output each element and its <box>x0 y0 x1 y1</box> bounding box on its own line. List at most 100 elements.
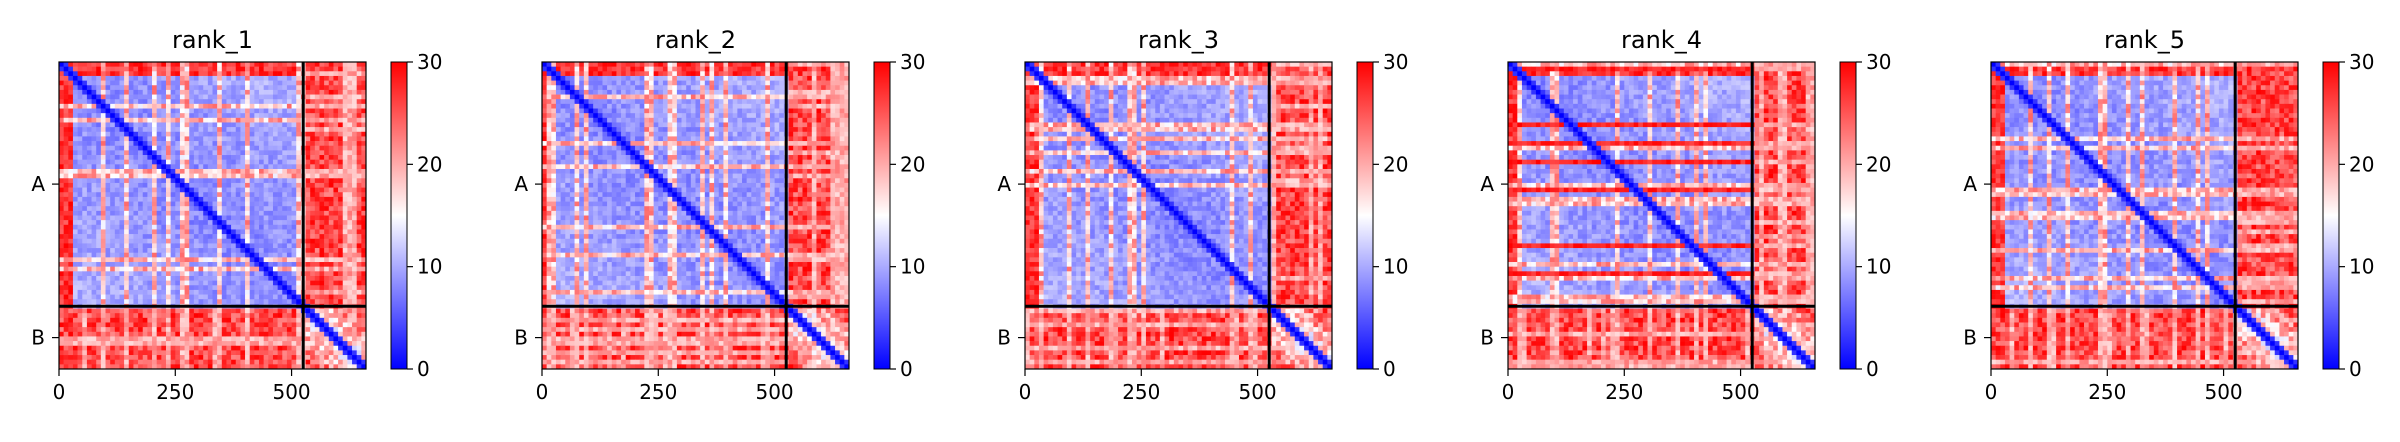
heatmap-cell <box>157 127 162 132</box>
heatmap-cell <box>138 113 143 118</box>
heatmap-cell <box>231 285 236 290</box>
heatmap-cell <box>542 71 547 76</box>
heatmap-cell <box>589 62 594 67</box>
heatmap-cell <box>343 295 348 300</box>
heatmap-cell <box>579 81 584 86</box>
heatmap-cell <box>584 62 589 67</box>
heatmap-cell <box>236 206 241 211</box>
heatmap-cell <box>347 313 352 318</box>
heatmap-cell <box>338 71 343 76</box>
heatmap-cell <box>352 202 357 207</box>
heatmap-cell <box>250 71 255 76</box>
heatmap-cell <box>96 318 101 323</box>
heatmap-cell <box>798 85 803 90</box>
heatmap-cell <box>180 118 185 123</box>
heatmap-cell <box>259 229 264 234</box>
heatmap-cell <box>115 257 120 262</box>
heatmap-cell <box>226 290 231 295</box>
heatmap-cell <box>64 183 69 188</box>
heatmap-cell <box>296 81 301 86</box>
heatmap-cell <box>59 211 64 216</box>
heatmap-cell <box>226 113 231 118</box>
heatmap-cell <box>779 81 784 86</box>
heatmap-cell <box>92 216 97 221</box>
heatmap-cell <box>231 67 236 72</box>
heatmap-cell <box>333 197 338 202</box>
heatmap-cell <box>147 285 152 290</box>
heatmap-cell <box>92 197 97 202</box>
heatmap-cell <box>682 76 687 81</box>
heatmap-cell <box>157 350 162 355</box>
heatmap-cell <box>180 192 185 197</box>
heatmap-cell <box>329 211 334 216</box>
heatmap-cell <box>124 202 129 207</box>
heatmap-cell <box>333 122 338 127</box>
heatmap-cell <box>147 71 152 76</box>
heatmap-cell <box>87 239 92 244</box>
heatmap-cell <box>807 99 812 104</box>
heatmap-cell <box>579 95 584 100</box>
heatmap-cell <box>73 188 78 193</box>
heatmap-cell <box>106 95 111 100</box>
heatmap-cell <box>115 62 120 67</box>
heatmap-cell <box>106 262 111 267</box>
heatmap-cell <box>282 183 287 188</box>
heatmap-cell <box>798 67 803 72</box>
heatmap-cell <box>602 62 607 67</box>
heatmap-cell <box>96 211 101 216</box>
heatmap-cell <box>96 313 101 318</box>
heatmap-cell <box>157 104 162 109</box>
heatmap-cell <box>101 109 106 114</box>
heatmap-cell <box>101 341 106 346</box>
heatmap-cell <box>133 202 138 207</box>
heatmap-cell <box>73 81 78 86</box>
heatmap-cell <box>110 216 115 221</box>
heatmap-cell <box>217 127 222 132</box>
heatmap-cell <box>259 71 264 76</box>
heatmap-cell <box>259 234 264 239</box>
heatmap-cell <box>152 276 157 281</box>
heatmap-cell <box>87 327 92 332</box>
heatmap-cell <box>333 81 338 86</box>
heatmap-cell <box>306 85 311 90</box>
heatmap-cell <box>217 99 222 104</box>
heatmap-cell <box>208 141 213 146</box>
heatmap-cell <box>626 71 631 76</box>
heatmap-cell <box>329 243 334 248</box>
heatmap-cell <box>59 118 64 123</box>
heatmap-cell <box>231 313 236 318</box>
heatmap-cell <box>561 90 566 95</box>
heatmap-cell <box>658 85 663 90</box>
heatmap-cell <box>78 150 83 155</box>
heatmap-cell <box>282 318 287 323</box>
heatmap-cell <box>119 243 124 248</box>
heatmap-cell <box>245 81 250 86</box>
heatmap-cell <box>268 197 273 202</box>
heatmap-cell <box>264 104 269 109</box>
heatmap-cell <box>292 290 297 295</box>
heatmap-cell <box>78 276 83 281</box>
heatmap-cell <box>821 99 826 104</box>
heatmap-cell <box>166 109 171 114</box>
heatmap-cell <box>765 62 770 67</box>
heatmap-cell <box>240 164 245 169</box>
heatmap-cell <box>222 299 227 304</box>
heatmap-cell <box>110 104 115 109</box>
heatmap-cell <box>282 104 287 109</box>
heatmap-cell <box>742 67 747 72</box>
heatmap-cell <box>333 285 338 290</box>
heatmap-cell <box>161 285 166 290</box>
heatmap-cell <box>789 95 794 100</box>
heatmap-cell <box>143 225 148 230</box>
heatmap-cell <box>765 67 770 72</box>
heatmap-cell <box>287 132 292 137</box>
heatmap-cell <box>171 90 176 95</box>
heatmap-cell <box>245 169 250 174</box>
heatmap-cell <box>82 216 87 221</box>
heatmap-cell <box>714 67 719 72</box>
heatmap-cell <box>343 132 348 137</box>
heatmap-cell <box>315 192 320 197</box>
heatmap-cell <box>296 281 301 286</box>
heatmap-cell <box>296 178 301 183</box>
heatmap-cell <box>129 336 134 341</box>
